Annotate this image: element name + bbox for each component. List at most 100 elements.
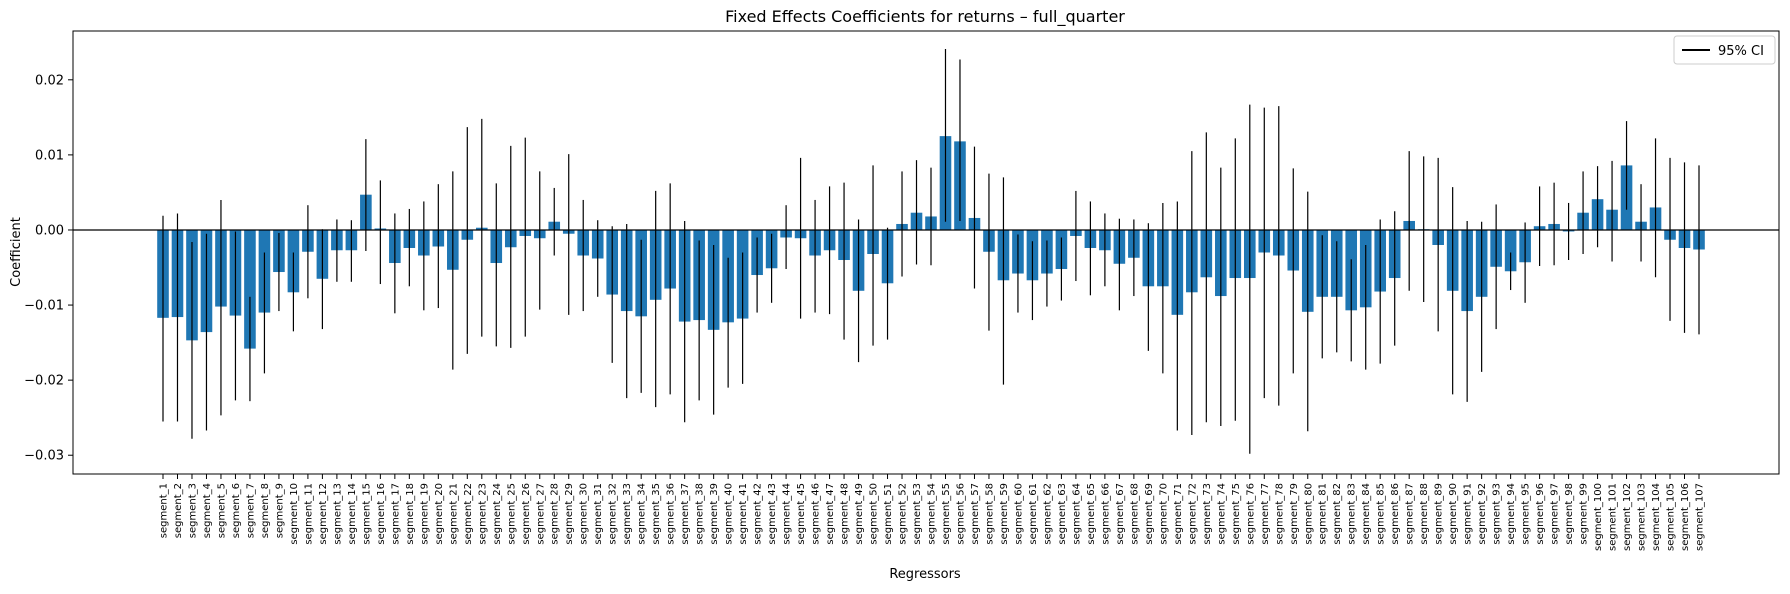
x-tick-label: segment_24 xyxy=(492,483,503,545)
y-axis-label: Coefficient xyxy=(9,217,24,287)
x-tick-label: segment_106 xyxy=(1680,483,1691,551)
x-tick-label: segment_104 xyxy=(1651,483,1662,551)
x-tick-label: segment_14 xyxy=(347,483,358,545)
x-axis-label: Regressors xyxy=(889,567,961,582)
legend-box xyxy=(1673,35,1776,65)
y-tick-label: 0.01 xyxy=(35,148,64,163)
x-tick-label: segment_102 xyxy=(1622,483,1633,551)
x-tick-label: segment_73 xyxy=(1202,483,1213,545)
y-tick-label: 0.00 xyxy=(35,223,64,238)
x-tick-label: segment_82 xyxy=(1332,483,1343,545)
x-tick-label: segment_53 xyxy=(912,483,923,545)
x-tick-label: segment_37 xyxy=(680,483,691,545)
x-tick-label: segment_101 xyxy=(1608,483,1619,551)
x-tick-label: segment_67 xyxy=(1115,483,1126,545)
x-tick-label: segment_56 xyxy=(955,483,966,545)
x-tick-label: segment_35 xyxy=(651,483,662,545)
x-tick-label: segment_39 xyxy=(709,483,720,545)
y-tick-label: −0.01 xyxy=(24,299,64,314)
x-tick-label: segment_46 xyxy=(811,483,822,545)
x-tick-label: segment_58 xyxy=(984,483,995,545)
x-tick-label: segment_79 xyxy=(1289,483,1300,545)
x-tick-label: segment_50 xyxy=(869,483,880,545)
x-tick-label: segment_105 xyxy=(1666,483,1677,551)
error-bars-layer xyxy=(73,49,1779,454)
x-tick-label: segment_76 xyxy=(1245,483,1256,545)
x-tick-label: segment_62 xyxy=(1042,483,1053,545)
x-tick-label: segment_75 xyxy=(1231,483,1242,545)
x-tick-label: segment_26 xyxy=(521,483,532,545)
x-tick-label: segment_86 xyxy=(1390,483,1401,545)
x-tick-label: segment_80 xyxy=(1303,483,1314,545)
x-tick-label: segment_18 xyxy=(405,483,416,545)
x-tick-label: segment_16 xyxy=(376,483,387,545)
x-tick-label: segment_55 xyxy=(941,483,952,545)
x-tick-label: segment_44 xyxy=(782,483,793,545)
x-tick-label: segment_22 xyxy=(463,483,474,545)
x-tick-label: segment_66 xyxy=(1100,483,1111,545)
x-tick-label: segment_81 xyxy=(1318,483,1329,545)
x-tick-label: segment_21 xyxy=(448,483,459,545)
x-tick-label: segment_77 xyxy=(1260,483,1271,545)
x-tick-label: segment_87 xyxy=(1405,483,1416,545)
x-tick-label: segment_34 xyxy=(637,483,648,545)
x-tick-label: segment_38 xyxy=(695,483,706,545)
x-tick-label: segment_94 xyxy=(1506,483,1517,545)
x-tick-label: segment_74 xyxy=(1216,483,1227,545)
x-tick-label: segment_107 xyxy=(1695,483,1706,551)
x-tick-label: segment_9 xyxy=(274,483,285,538)
x-tick-label: segment_64 xyxy=(1071,483,1082,545)
x-tick-label: segment_13 xyxy=(332,483,343,545)
x-tick-label: segment_99 xyxy=(1579,483,1590,545)
x-tick-label: segment_7 xyxy=(245,483,256,538)
x-tick-label: segment_93 xyxy=(1492,483,1503,545)
x-tick-label: segment_42 xyxy=(753,483,764,545)
x-tick-label: segment_4 xyxy=(202,483,213,538)
x-tick-label: segment_92 xyxy=(1477,483,1488,545)
x-tick-label: segment_100 xyxy=(1593,483,1604,551)
x-tick-label: segment_91 xyxy=(1463,483,1474,545)
x-tick-label: segment_47 xyxy=(825,483,836,545)
x-tick-label: segment_45 xyxy=(796,483,807,545)
x-tick-label: segment_78 xyxy=(1274,483,1285,545)
x-tick-label: segment_95 xyxy=(1521,483,1532,545)
x-tick-label: segment_97 xyxy=(1550,483,1561,545)
bar xyxy=(244,229,256,349)
x-tick-label: segment_65 xyxy=(1086,483,1097,545)
x-tick-label: segment_27 xyxy=(535,483,546,545)
y-tick-label: 0.02 xyxy=(35,73,64,88)
axes-layer: −0.03 −0.02 −0.01 0.00 0.01 0.02 xyxy=(24,30,1780,475)
x-tick-label: segment_3 xyxy=(187,483,198,538)
plot-frame xyxy=(72,30,1780,475)
x-tick-label: segment_32 xyxy=(608,483,619,545)
x-tick-label: segment_60 xyxy=(1013,483,1024,545)
x-tick-label: segment_52 xyxy=(898,483,909,545)
x-tick-label: segment_29 xyxy=(564,483,575,545)
x-tick-label: segment_63 xyxy=(1057,483,1068,545)
y-tick-label: −0.03 xyxy=(24,449,64,464)
x-tick-label: segment_5 xyxy=(216,483,227,538)
x-tick-label: segment_11 xyxy=(303,483,314,545)
x-tick-label: segment_98 xyxy=(1564,483,1575,545)
x-tick-label: segment_6 xyxy=(231,483,242,538)
x-tick-label: segment_20 xyxy=(434,483,445,545)
x-tick-label: segment_33 xyxy=(622,483,633,545)
chart-title: Fixed Effects Coefficients for returns –… xyxy=(725,7,1125,27)
x-tick-label: segment_43 xyxy=(767,483,778,545)
x-tick-label: segment_25 xyxy=(506,483,517,545)
x-tick-label: segment_84 xyxy=(1361,483,1372,545)
x-tick-label: segment_71 xyxy=(1173,483,1184,545)
x-tick-label: segment_31 xyxy=(593,483,604,545)
x-tick-label: segment_30 xyxy=(579,483,590,545)
x-tick-label: segment_89 xyxy=(1434,483,1445,545)
x-tick-label: segment_40 xyxy=(724,483,735,545)
x-ticks-layer: segment_1 segment_2 segment_3 segment_4 segm… xyxy=(159,474,1706,551)
x-tick-label: segment_2 xyxy=(173,483,184,538)
x-tick-label: segment_28 xyxy=(550,483,561,545)
x-tick-label: segment_57 xyxy=(970,483,981,545)
x-tick-label: segment_23 xyxy=(477,483,488,545)
legend: 95% CI xyxy=(1673,35,1776,65)
y-tick-label: −0.02 xyxy=(24,374,64,389)
x-tick-label: segment_19 xyxy=(419,483,430,545)
